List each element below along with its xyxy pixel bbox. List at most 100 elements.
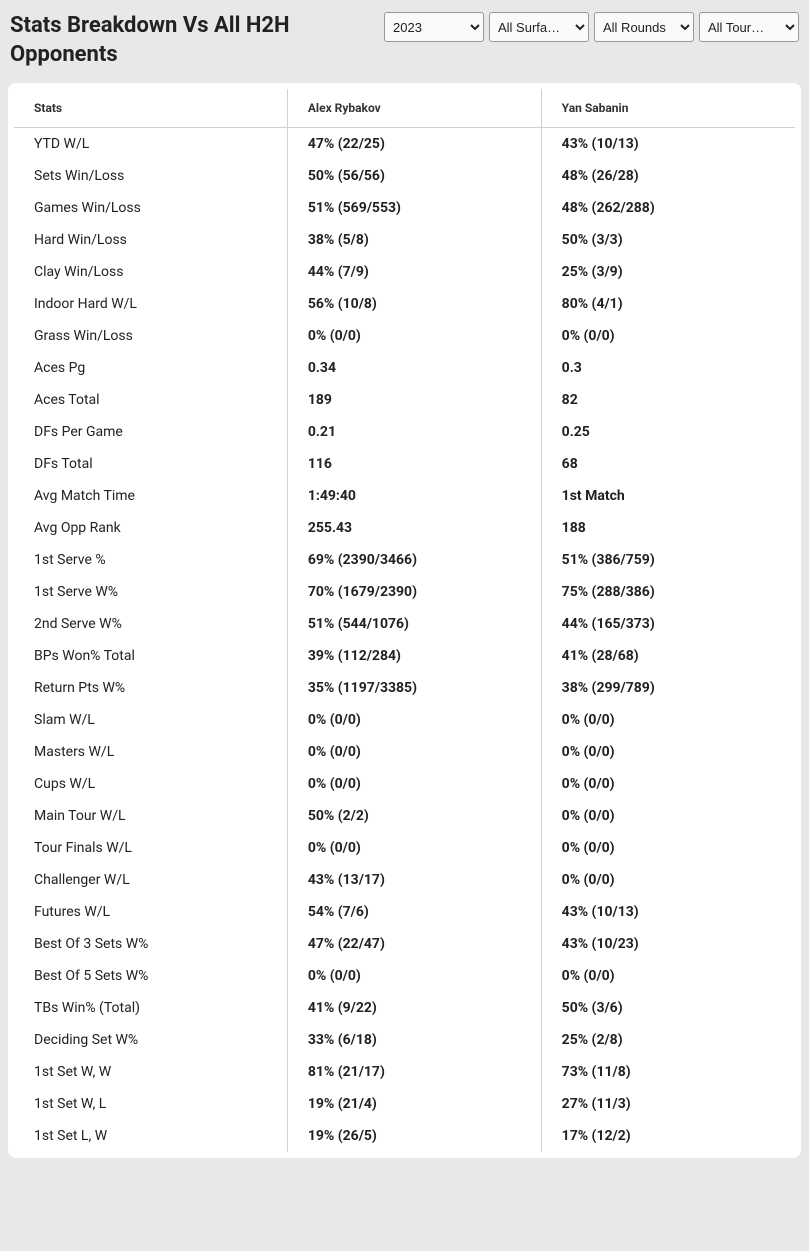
player1-value-cell: 255.43 bbox=[287, 512, 541, 544]
table-row: 2nd Serve W%51% (544/1076)44% (165/373) bbox=[14, 608, 795, 640]
page-title: Stats Breakdown Vs All H2H Opponents bbox=[10, 12, 310, 69]
stat-name-cell: 2nd Serve W% bbox=[14, 608, 287, 640]
year-select[interactable]: 2023 bbox=[384, 12, 484, 42]
stats-tbody: YTD W/L47% (22/25)43% (10/13)Sets Win/Lo… bbox=[14, 128, 795, 1153]
stat-name-cell: Avg Match Time bbox=[14, 480, 287, 512]
stat-name-cell: Deciding Set W% bbox=[14, 1024, 287, 1056]
player2-value-cell: 43% (10/13) bbox=[541, 128, 795, 161]
player2-value-cell: 27% (11/3) bbox=[541, 1088, 795, 1120]
player2-value-cell: 68 bbox=[541, 448, 795, 480]
player2-value-cell: 17% (12/2) bbox=[541, 1120, 795, 1152]
player1-value-cell: 0% (0/0) bbox=[287, 704, 541, 736]
header-player2: Yan Sabanin bbox=[541, 89, 795, 128]
player1-value-cell: 38% (5/8) bbox=[287, 224, 541, 256]
player2-value-cell: 0% (0/0) bbox=[541, 736, 795, 768]
table-row: Slam W/L0% (0/0)0% (0/0) bbox=[14, 704, 795, 736]
table-row: Avg Opp Rank255.43188 bbox=[14, 512, 795, 544]
player1-value-cell: 44% (7/9) bbox=[287, 256, 541, 288]
tournament-select[interactable]: All Tour… bbox=[699, 12, 799, 42]
filters-container: 2023 All Surfa… All Rounds All Tour… bbox=[384, 12, 799, 42]
player1-value-cell: 70% (1679/2390) bbox=[287, 576, 541, 608]
table-row: Deciding Set W%33% (6/18)25% (2/8) bbox=[14, 1024, 795, 1056]
stat-name-cell: Clay Win/Loss bbox=[14, 256, 287, 288]
player2-value-cell: 50% (3/6) bbox=[541, 992, 795, 1024]
header-player1: Alex Rybakov bbox=[287, 89, 541, 128]
table-row: Futures W/L54% (7/6)43% (10/13) bbox=[14, 896, 795, 928]
player1-value-cell: 50% (2/2) bbox=[287, 800, 541, 832]
player1-value-cell: 19% (26/5) bbox=[287, 1120, 541, 1152]
player1-value-cell: 41% (9/22) bbox=[287, 992, 541, 1024]
player2-value-cell: 75% (288/386) bbox=[541, 576, 795, 608]
table-row: DFs Total11668 bbox=[14, 448, 795, 480]
player2-value-cell: 0.25 bbox=[541, 416, 795, 448]
player2-value-cell: 188 bbox=[541, 512, 795, 544]
stat-name-cell: Hard Win/Loss bbox=[14, 224, 287, 256]
player1-value-cell: 0% (0/0) bbox=[287, 736, 541, 768]
header-row: Stats Breakdown Vs All H2H Opponents 202… bbox=[8, 8, 801, 73]
surface-select[interactable]: All Surfa… bbox=[489, 12, 589, 42]
stat-name-cell: Games Win/Loss bbox=[14, 192, 287, 224]
player2-value-cell: 0% (0/0) bbox=[541, 832, 795, 864]
stat-name-cell: YTD W/L bbox=[14, 128, 287, 161]
stat-name-cell: Futures W/L bbox=[14, 896, 287, 928]
player1-value-cell: 35% (1197/3385) bbox=[287, 672, 541, 704]
table-row: YTD W/L47% (22/25)43% (10/13) bbox=[14, 128, 795, 161]
player2-value-cell: 43% (10/13) bbox=[541, 896, 795, 928]
player1-value-cell: 39% (112/284) bbox=[287, 640, 541, 672]
stat-name-cell: 1st Set W, L bbox=[14, 1088, 287, 1120]
table-row: DFs Per Game0.210.25 bbox=[14, 416, 795, 448]
player2-value-cell: 0% (0/0) bbox=[541, 704, 795, 736]
table-row: 1st Serve %69% (2390/3466)51% (386/759) bbox=[14, 544, 795, 576]
stat-name-cell: DFs Total bbox=[14, 448, 287, 480]
stat-name-cell: Best Of 3 Sets W% bbox=[14, 928, 287, 960]
table-row: Hard Win/Loss38% (5/8)50% (3/3) bbox=[14, 224, 795, 256]
stat-name-cell: BPs Won% Total bbox=[14, 640, 287, 672]
stat-name-cell: Tour Finals W/L bbox=[14, 832, 287, 864]
table-row: Return Pts W%35% (1197/3385)38% (299/789… bbox=[14, 672, 795, 704]
stat-name-cell: Avg Opp Rank bbox=[14, 512, 287, 544]
table-row: BPs Won% Total39% (112/284)41% (28/68) bbox=[14, 640, 795, 672]
player1-value-cell: 43% (13/17) bbox=[287, 864, 541, 896]
stat-name-cell: Challenger W/L bbox=[14, 864, 287, 896]
table-row: Games Win/Loss51% (569/553)48% (262/288) bbox=[14, 192, 795, 224]
player1-value-cell: 47% (22/47) bbox=[287, 928, 541, 960]
player1-value-cell: 54% (7/6) bbox=[287, 896, 541, 928]
table-row: Main Tour W/L50% (2/2)0% (0/0) bbox=[14, 800, 795, 832]
player1-value-cell: 0% (0/0) bbox=[287, 320, 541, 352]
table-row: 1st Serve W%70% (1679/2390)75% (288/386) bbox=[14, 576, 795, 608]
player2-value-cell: 50% (3/3) bbox=[541, 224, 795, 256]
table-row: Avg Match Time1:49:401st Match bbox=[14, 480, 795, 512]
player1-value-cell: 47% (22/25) bbox=[287, 128, 541, 161]
stat-name-cell: Slam W/L bbox=[14, 704, 287, 736]
player2-value-cell: 80% (4/1) bbox=[541, 288, 795, 320]
player1-value-cell: 0.21 bbox=[287, 416, 541, 448]
table-header-row: Stats Alex Rybakov Yan Sabanin bbox=[14, 89, 795, 128]
player2-value-cell: 0.3 bbox=[541, 352, 795, 384]
round-select[interactable]: All Rounds bbox=[594, 12, 694, 42]
player1-value-cell: 56% (10/8) bbox=[287, 288, 541, 320]
table-row: Best Of 3 Sets W%47% (22/47)43% (10/23) bbox=[14, 928, 795, 960]
player1-value-cell: 51% (569/553) bbox=[287, 192, 541, 224]
table-row: Challenger W/L43% (13/17)0% (0/0) bbox=[14, 864, 795, 896]
stat-name-cell: Grass Win/Loss bbox=[14, 320, 287, 352]
player2-value-cell: 25% (2/8) bbox=[541, 1024, 795, 1056]
player2-value-cell: 25% (3/9) bbox=[541, 256, 795, 288]
table-row: Tour Finals W/L0% (0/0)0% (0/0) bbox=[14, 832, 795, 864]
stat-name-cell: Main Tour W/L bbox=[14, 800, 287, 832]
stat-name-cell: 1st Set L, W bbox=[14, 1120, 287, 1152]
stat-name-cell: Best Of 5 Sets W% bbox=[14, 960, 287, 992]
player1-value-cell: 189 bbox=[287, 384, 541, 416]
player1-value-cell: 81% (21/17) bbox=[287, 1056, 541, 1088]
player2-value-cell: 0% (0/0) bbox=[541, 800, 795, 832]
player2-value-cell: 38% (299/789) bbox=[541, 672, 795, 704]
player1-value-cell: 51% (544/1076) bbox=[287, 608, 541, 640]
player2-value-cell: 0% (0/0) bbox=[541, 864, 795, 896]
stats-table: Stats Alex Rybakov Yan Sabanin YTD W/L47… bbox=[14, 89, 795, 1152]
stat-name-cell: Aces Pg bbox=[14, 352, 287, 384]
stat-name-cell: Sets Win/Loss bbox=[14, 160, 287, 192]
table-row: 1st Set W, W81% (21/17)73% (11/8) bbox=[14, 1056, 795, 1088]
table-row: Best Of 5 Sets W%0% (0/0)0% (0/0) bbox=[14, 960, 795, 992]
stat-name-cell: Indoor Hard W/L bbox=[14, 288, 287, 320]
header-stats: Stats bbox=[14, 89, 287, 128]
player1-value-cell: 0% (0/0) bbox=[287, 832, 541, 864]
